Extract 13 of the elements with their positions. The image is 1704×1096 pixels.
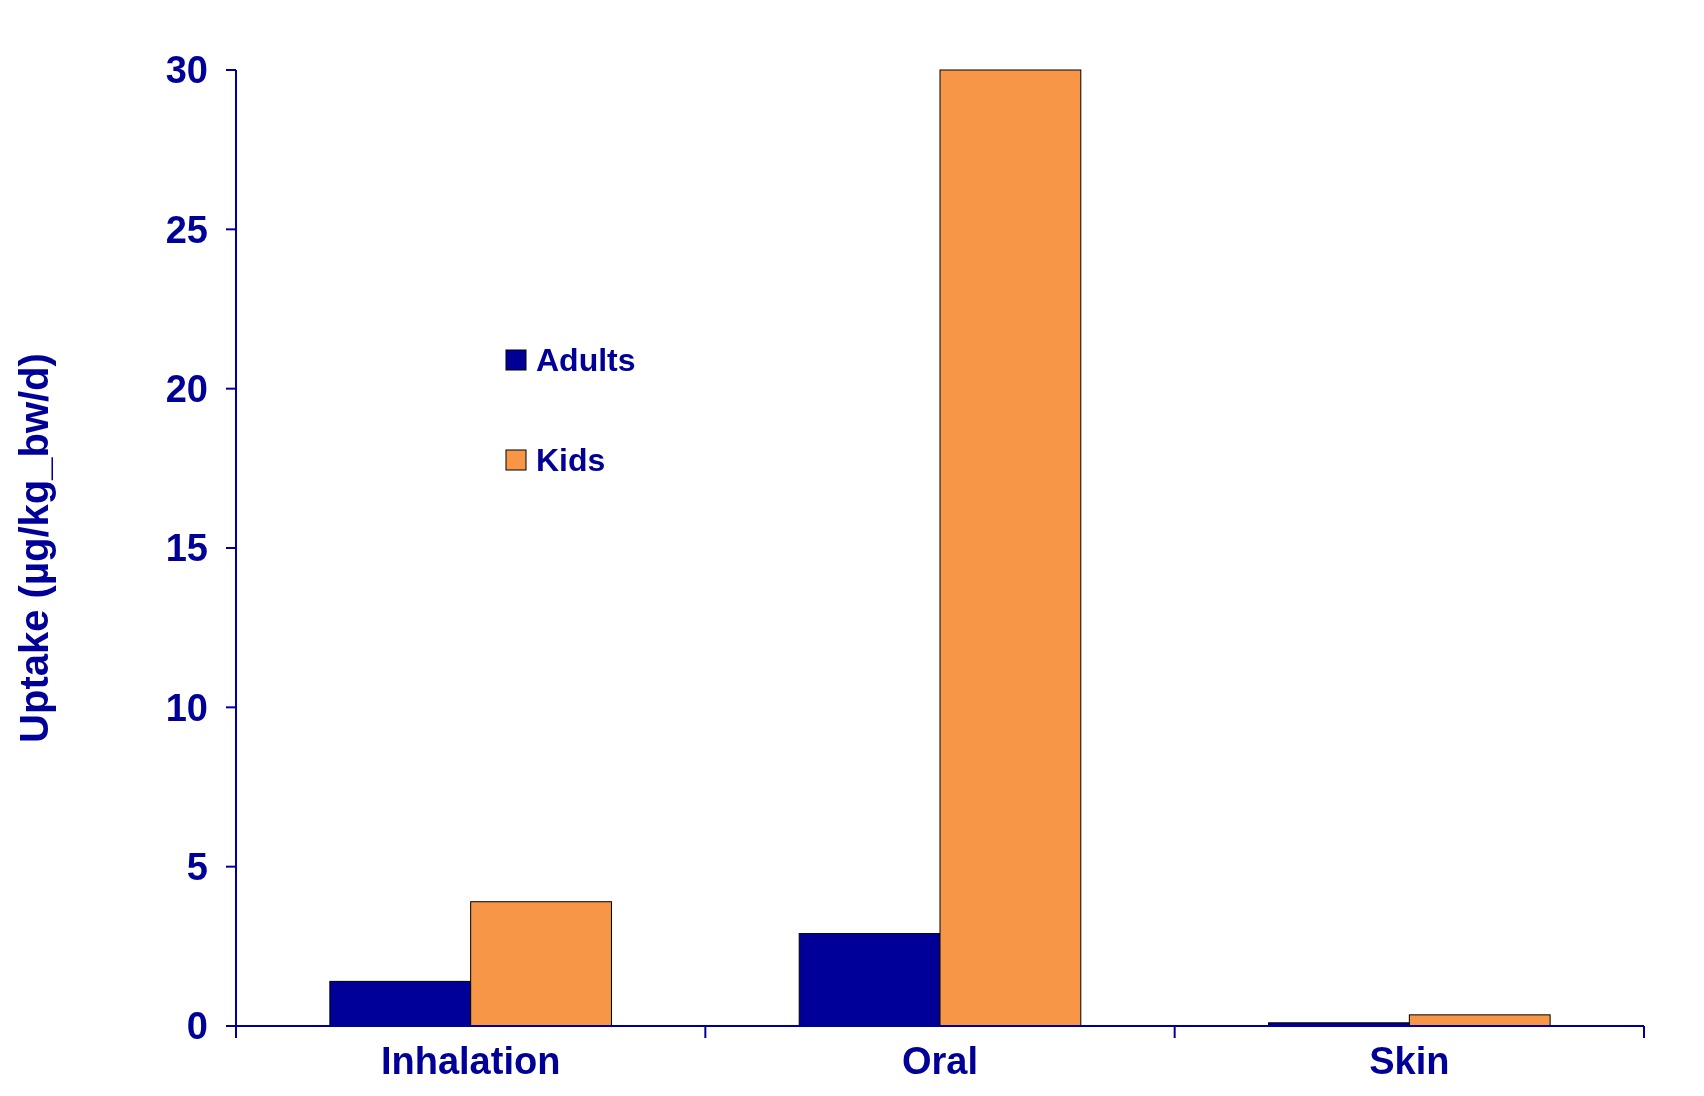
x-tick-label: Oral — [901, 1040, 979, 1082]
y-tick-label: 25 — [165, 208, 208, 251]
y-axis-title: Uptake (µg/kg_bw/d) — [12, 353, 56, 743]
y-tick-label: 5 — [186, 845, 208, 888]
x-tick-label: Skin — [1369, 1040, 1450, 1082]
y-tick-label: 20 — [165, 367, 208, 410]
x-tick-label: Inhalation — [380, 1040, 561, 1082]
y-tick-label: 0 — [186, 1005, 208, 1048]
legend-label: Kids — [536, 442, 606, 479]
legend-label: Adults — [536, 342, 636, 379]
y-tick-label: 30 — [165, 49, 208, 92]
y-tick-label: 15 — [165, 527, 208, 570]
y-tick-label: 10 — [165, 686, 208, 729]
